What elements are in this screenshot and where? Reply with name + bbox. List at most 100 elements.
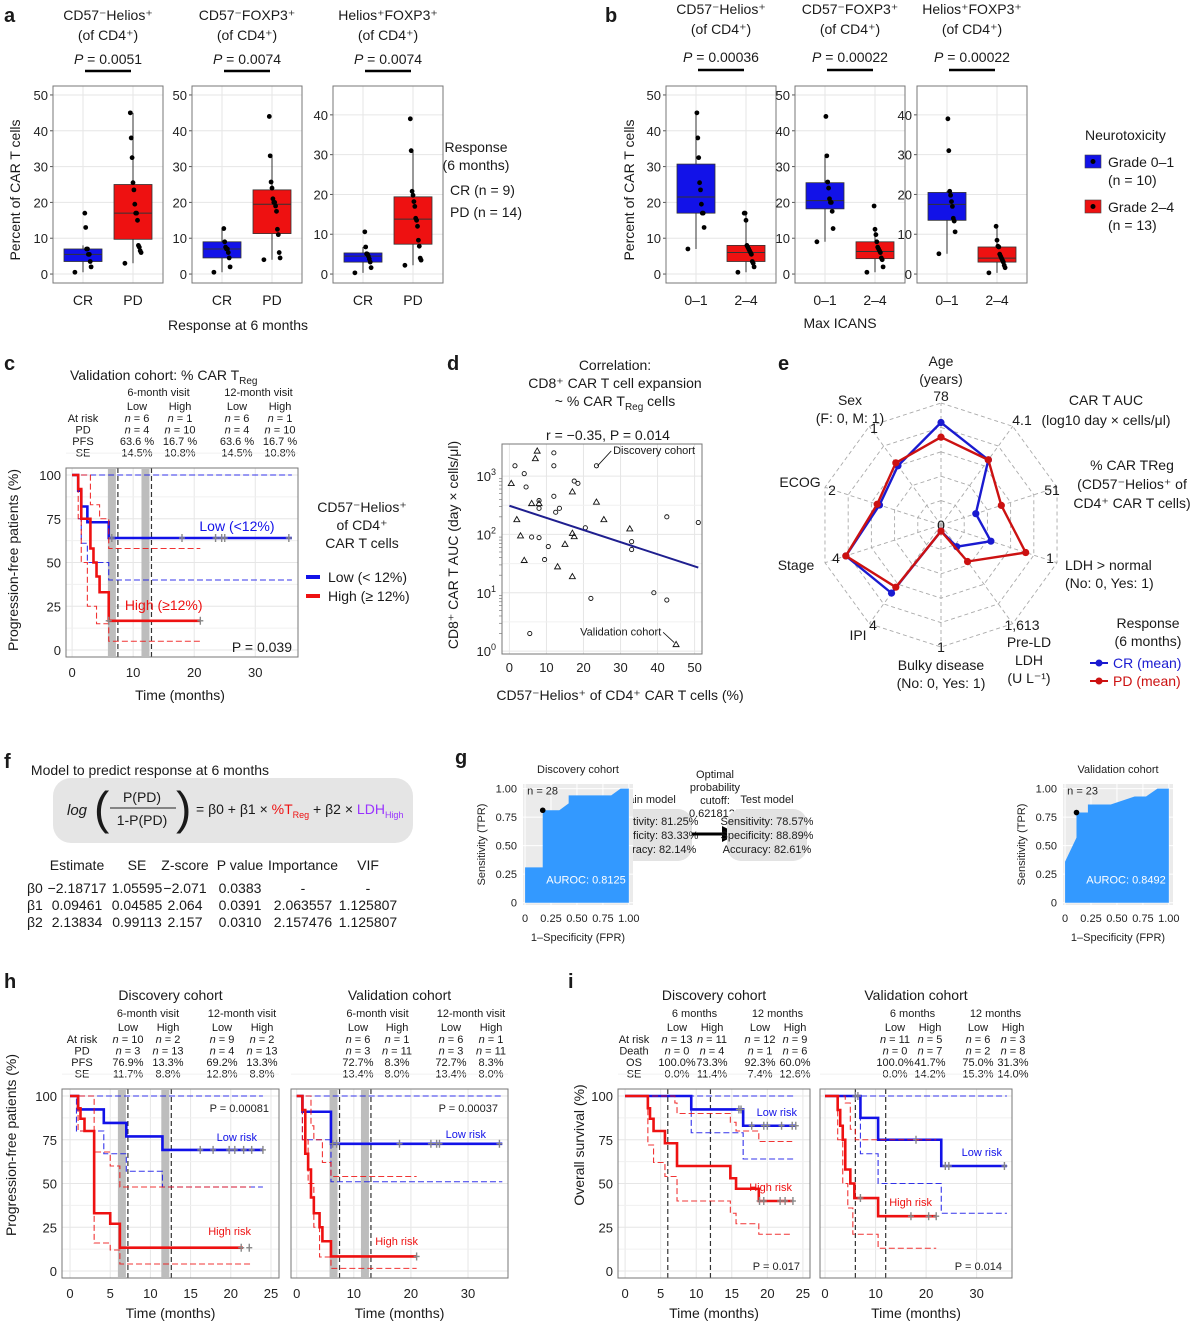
km-p-value: P = 0.00037 [439, 1103, 498, 1115]
y-tick-label: 25 [599, 1220, 613, 1235]
table-cell: n = 13 [662, 1034, 693, 1046]
f-eq-den: 1-P(PD) [117, 812, 168, 828]
risk-group-header: High [269, 401, 292, 413]
high-risk-ci-upper [625, 1095, 793, 1143]
data-point [223, 244, 229, 250]
radar-ring [894, 475, 988, 575]
f-table-cell: 2.157476 [274, 914, 333, 930]
f-eq-treg: %T [272, 801, 293, 817]
data-point [699, 201, 704, 207]
table-cell: n = 1 [479, 1034, 504, 1046]
radar-axis-max: 1,613 [1004, 617, 1039, 633]
row-label: PFS [72, 436, 93, 448]
data-point [273, 203, 278, 209]
box-0–1 [805, 182, 845, 210]
n-italic: n [479, 1034, 485, 1046]
box-CR [63, 248, 103, 262]
y-tick-label: 10 [898, 227, 912, 242]
data-point [128, 135, 134, 141]
box-PD [393, 196, 433, 245]
pd-radar-point [984, 456, 992, 464]
table-cell: 76.9% [112, 1057, 143, 1069]
data-point [83, 225, 89, 230]
cr-radar-line [844, 420, 993, 595]
km-xlabel: Time (months) [355, 1305, 445, 1321]
c-legend-title-1: CD57⁻Helios⁺ [317, 499, 406, 515]
data-point [696, 155, 702, 161]
d-title-3-sub: Reg [625, 402, 643, 413]
data-point [871, 203, 877, 209]
table-cell: n = 7 [918, 1046, 943, 1058]
risk-group-header: High [784, 1022, 807, 1034]
a-plot-3-bg [333, 86, 443, 283]
landmark-band [161, 1090, 170, 1277]
high-ci-upper [72, 474, 201, 550]
roc-xlabel: 1–Specificity (FPR) [531, 932, 625, 944]
f-model: Model to predict response at 6 months lo… [31, 762, 413, 843]
c-visit-header: 12-month visit [224, 387, 292, 399]
validation-point [533, 447, 541, 454]
a-subplot-2: 0 10 20 30 40 50 CR PD CD57⁻FOXP3⁺ (of CD4⁺) P = 0… [173, 7, 303, 308]
box-CR [343, 252, 383, 263]
discovery-point [536, 535, 542, 541]
y-tick-label: 0 [654, 267, 661, 282]
data-point [87, 259, 93, 264]
low-risk-label: Low risk [217, 1132, 258, 1144]
low-risk-label: Low risk [962, 1147, 1003, 1159]
f-table-cell: 2.13834 [52, 914, 103, 930]
validation-point [520, 556, 529, 563]
g-roc-validation: 00 0.25 0.25 0.50 0.50 0.75 0.75 1.00 1.00 n = 23… [1016, 764, 1180, 944]
radar-axis-max: 2 [828, 482, 836, 498]
discovery-point [527, 630, 533, 637]
d-stat: r = −0.35, P = 0.014 [546, 427, 670, 443]
discovery-point [551, 493, 557, 499]
radar-axis-name: (years) [919, 371, 963, 387]
data-point [699, 210, 705, 216]
table-cell: n = 0 [665, 1046, 690, 1058]
panel-label-c: c [4, 353, 15, 375]
pd-radar-point [997, 501, 1005, 509]
row-label: At risk [67, 1034, 98, 1046]
data-point [225, 250, 231, 255]
x-tick-label: 0.25 [540, 913, 561, 925]
y-tick-label: 10 [647, 231, 661, 246]
box-PD [113, 184, 153, 240]
b-legend-grade01-n: (n = 10) [1108, 172, 1157, 188]
radar-spoke [940, 524, 1058, 564]
discovery-point [588, 595, 594, 601]
data-point [416, 243, 422, 249]
f-eq-treg-sub: Reg [293, 810, 310, 820]
risk-group-header: High [480, 1022, 503, 1034]
x-tick-label: 0 [621, 1286, 628, 1301]
roc-n: n = 28 [527, 785, 558, 797]
high-risk-ci-lower [625, 1095, 793, 1235]
g-test-box [727, 809, 807, 861]
d-title-1: Correlation: [579, 357, 651, 373]
x-tick-label: 0 [66, 1286, 73, 1301]
exponent: 2 [491, 525, 496, 535]
x-tick-label: 0 [522, 913, 528, 925]
km-title: Validation cohort [864, 987, 967, 1003]
high-risk-ci-lower [70, 1095, 251, 1265]
f-eq-log: log [67, 802, 88, 819]
n-italic: n [125, 425, 131, 437]
radar-spoke [868, 524, 942, 624]
i-0-border [617, 1088, 811, 1279]
data-point [127, 110, 133, 116]
pd-radar-point [937, 527, 945, 535]
low-risk-survival-curve [825, 1094, 1007, 1168]
data-point [827, 196, 832, 202]
data-point [269, 185, 275, 191]
radar-axis-name: (U L⁻¹) [1007, 670, 1050, 686]
high-risk-ci-upper [825, 1095, 937, 1141]
discovery-point [571, 478, 577, 484]
table-cell: n = 11 [697, 1034, 727, 1046]
p-value: P = 0.00036 [683, 49, 759, 65]
d-title: Correlation: CD8⁺ CAR T cell expansion ~… [528, 357, 701, 443]
f-eq-ldh: LDH [357, 801, 385, 817]
validation-point [568, 572, 577, 580]
f-column-header: Z-score [161, 857, 209, 873]
table-cell: 14.0% [997, 1069, 1028, 1081]
high-risk-ci-upper [70, 1095, 251, 1188]
panel-label-f: f [4, 751, 11, 773]
